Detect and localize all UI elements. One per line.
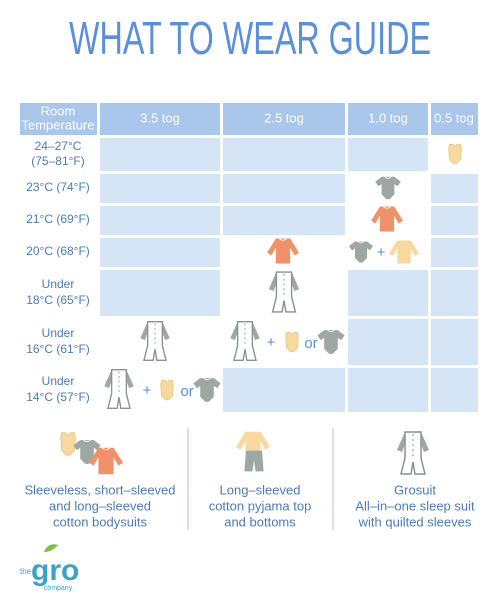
connector: +: [377, 244, 386, 261]
row-label: Under: [42, 326, 75, 340]
legend-text: cotton bodysuits: [53, 514, 147, 529]
row-label: Under: [42, 374, 75, 388]
row-label: 23°C (74°F): [26, 180, 90, 194]
legend-text: Sleeveless, short–sleeved: [24, 482, 175, 497]
logo-tagline: company: [44, 585, 73, 592]
connector: +: [267, 334, 276, 351]
legend-text: All–in–one sleep suit: [355, 498, 475, 513]
legend-text: with quilted sleeves: [358, 514, 472, 529]
header-corner: Temperature: [22, 117, 95, 132]
header-tog: 3.5 tog: [140, 110, 180, 125]
connector: or: [304, 335, 317, 352]
legend: Sleeveless, short–sleeved and long–sleev…: [24, 428, 475, 530]
logo-small: the: [20, 567, 32, 576]
title: WHAT TO WEAR GUIDE: [69, 12, 431, 64]
row-label: 24–27°C: [35, 139, 82, 153]
table: Room Temperature 3.5 tog 2.5 tog 1.0 tog…: [20, 103, 478, 412]
row-label: 21°C (69°F): [26, 212, 90, 226]
row-label: 14°C (57°F): [26, 390, 90, 404]
legend-text: Grosuit: [394, 482, 436, 497]
legend-text: and long–sleeved: [49, 498, 151, 513]
row-label: 20°C (68°F): [26, 244, 90, 258]
legend-text: Long–sleeved: [220, 482, 301, 497]
logo: the gro company: [20, 544, 79, 592]
header-corner: Room: [41, 103, 76, 118]
connector: or: [180, 383, 193, 400]
legend-text: and bottoms: [224, 514, 296, 529]
header-tog: 2.5 tog: [264, 110, 304, 125]
connector: +: [143, 382, 152, 399]
row-label: 16°C (61°F): [26, 342, 90, 356]
header-tog: 1.0 tog: [368, 110, 408, 125]
row-label: (75–81°F): [31, 154, 85, 168]
header-tog: 0.5 tog: [434, 110, 474, 125]
logo-name: gro: [31, 554, 79, 587]
row-label: 18°C (65°F): [26, 293, 90, 307]
legend-text: cotton pyjama top: [209, 498, 312, 513]
row-label: Under: [42, 277, 75, 291]
